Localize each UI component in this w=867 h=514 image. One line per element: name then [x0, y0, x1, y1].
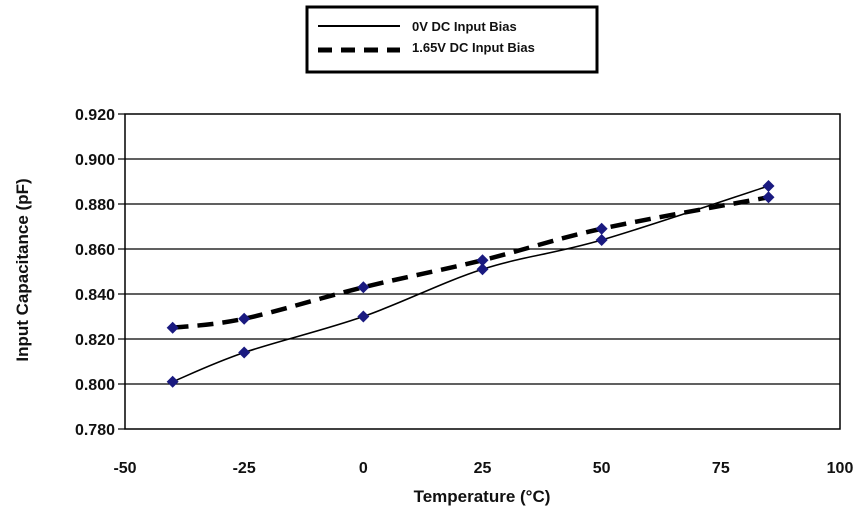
x-tick-label: 75 [712, 460, 730, 477]
data-point-series-0 [166, 375, 179, 388]
x-tick-label: 25 [474, 460, 492, 477]
data-point-series-1 [357, 281, 370, 294]
y-tick-label: 0.900 [75, 152, 115, 169]
y-tick-label: 0.880 [75, 197, 115, 214]
y-tick-label: 0.920 [75, 107, 115, 124]
x-tick-label: -25 [233, 460, 256, 477]
y-tick-label: 0.780 [75, 422, 115, 439]
data-markers [166, 180, 775, 388]
x-tick-label: 50 [593, 460, 611, 477]
y-tick-label: 0.840 [75, 287, 115, 304]
legend: 0V DC Input Bias 1.65V DC Input Bias [305, 5, 599, 74]
x-axis-ticks: -50 -25 0 25 50 75 100 [113, 460, 853, 477]
x-tick-label: -50 [113, 460, 136, 477]
data-point-series-0 [762, 180, 775, 192]
legend-box [305, 5, 599, 74]
data-point-series-0 [238, 346, 251, 359]
legend-label-series-1: 1.65V DC Input Bias [412, 40, 535, 55]
series-line-1 [172, 195, 769, 330]
y-tick-label: 0.820 [75, 332, 115, 349]
data-point-series-1 [238, 312, 251, 325]
y-tick-label: 0.860 [75, 242, 115, 259]
x-axis-title: Temperature (°C) [414, 487, 551, 506]
plot-area: 0.920 0.900 0.880 0.860 0.840 0.820 0.800 0.780… [75, 107, 853, 477]
data-point-series-1 [762, 191, 775, 204]
y-axis-ticks: 0.920 0.900 0.880 0.860 0.840 0.820 0.800 0.780 [75, 107, 125, 439]
legend-label-series-0: 0V DC Input Bias [412, 19, 517, 34]
y-tick-label: 0.800 [75, 377, 115, 394]
data-point-series-0 [357, 310, 370, 323]
y-axis-title: Input Capacitance (pF) [13, 178, 32, 361]
x-tick-label: 100 [827, 460, 854, 477]
data-point-series-0 [476, 263, 489, 276]
x-tick-label: 0 [359, 460, 368, 477]
data-point-series-1 [476, 254, 489, 267]
data-point-series-1 [595, 222, 608, 235]
data-point-series-1 [166, 321, 179, 334]
data-point-series-0 [595, 234, 608, 246]
